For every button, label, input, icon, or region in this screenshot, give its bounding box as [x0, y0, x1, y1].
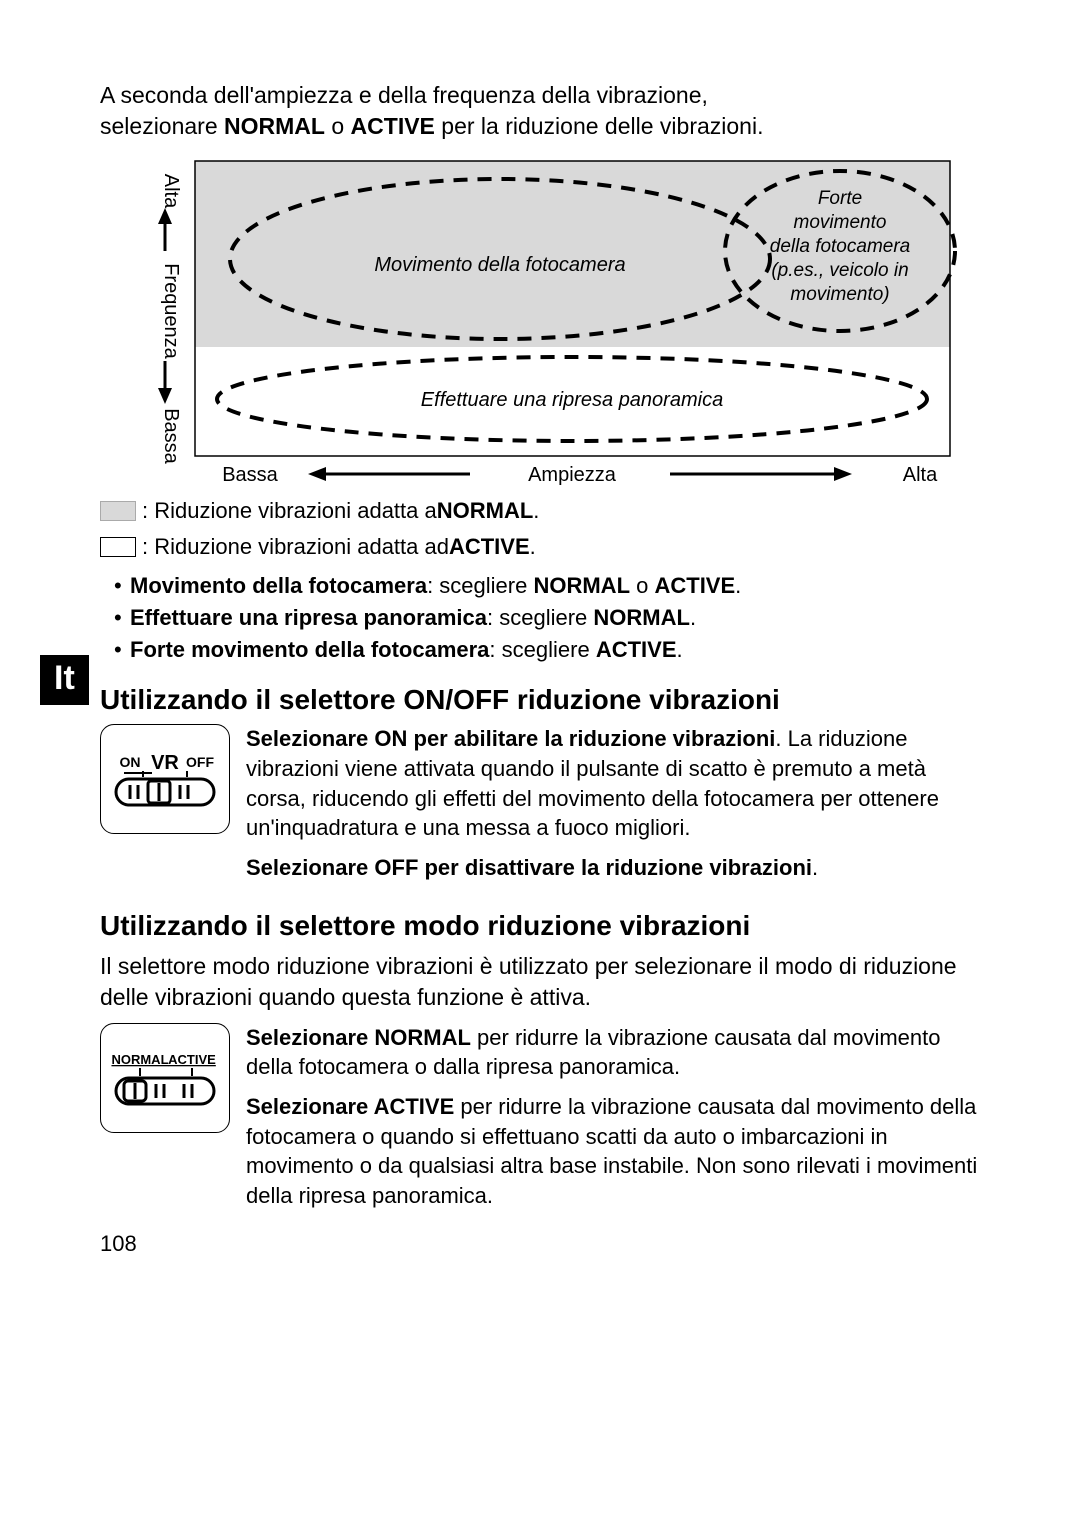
onoff-p2-bold: Selezionare OFF per disattivare la riduz…: [246, 855, 812, 880]
b2-v: NORMAL: [593, 605, 690, 630]
b2-rest: : scegliere: [487, 605, 593, 630]
intro-line1: A seconda dell'ampiezza e della frequenz…: [100, 82, 708, 108]
intro-line2-pre: selezionare: [100, 113, 224, 139]
intro-paragraph: A seconda dell'ampiezza e della frequenz…: [100, 80, 980, 142]
b3-bold: Forte movimento della fotocamera: [130, 637, 489, 662]
mode-p2: Selezionare ACTIVE per ridurre la vibraz…: [246, 1092, 980, 1211]
switch-on-label: ON: [120, 754, 141, 770]
legend-gray-bold: NORMAL: [437, 496, 534, 526]
legend-gray: : Riduzione vibrazioni adatta a NORMAL.: [100, 496, 980, 526]
mode-p2-bold: Selezionare ACTIVE: [246, 1094, 454, 1119]
legend-gray-text: : Riduzione vibrazioni adatta a: [142, 496, 437, 526]
b2-bold: Effettuare una ripresa panoramica: [130, 605, 487, 630]
vibration-chart: Movimento della fotocamera Forte movimen…: [140, 156, 960, 486]
chart-bubble-strong-l5: movimento): [790, 284, 889, 305]
chart-y-mid: Frequenza: [160, 263, 182, 359]
chart-x-mid: Ampiezza: [528, 464, 617, 486]
b3-rest: : scegliere: [489, 637, 595, 662]
onoff-p2: Selezionare OFF per disattivare la riduz…: [246, 853, 980, 883]
mode-switch-diagram: NORMAL ACTIVE: [100, 1023, 230, 1133]
switch-vr-label: VR: [151, 752, 179, 774]
chart-bubble-strong-l3: della fotocamera: [770, 236, 910, 257]
intro-normal: NORMAL: [224, 113, 325, 139]
legend-outline-text: : Riduzione vibrazioni adatta ad: [142, 532, 449, 562]
chart-x-left: Bassa: [222, 464, 278, 486]
chart-y-bot: Bassa: [160, 408, 182, 464]
b1-bold: Movimento della fotocamera: [130, 573, 427, 598]
b3-v: ACTIVE: [596, 637, 677, 662]
mode-intro: Il selettore modo riduzione vibrazioni è…: [100, 951, 980, 1013]
b1-n: NORMAL: [533, 573, 630, 598]
chart-bubble-strong-l2: movimento: [794, 212, 887, 233]
onoff-p1: Selezionare ON per abilitare la riduzion…: [246, 724, 980, 843]
mode-p1: Selezionare NORMAL per ridurre la vibraz…: [246, 1023, 980, 1082]
onoff-p2-rest: .: [812, 855, 818, 880]
bullet-strong: Forte movimento della fotocamera: scegli…: [114, 635, 980, 665]
switch-off-label: OFF: [186, 754, 214, 770]
chart-bubble-strong-l1: Forte: [818, 188, 862, 209]
b1-a: ACTIVE: [654, 573, 735, 598]
chart-x-right: Alta: [903, 464, 938, 486]
switch-normal-label: NORMAL: [111, 1052, 168, 1067]
b1-rest: : scegliere: [427, 573, 533, 598]
language-tab: It: [40, 655, 89, 705]
mode-p1-bold: Selezionare NORMAL: [246, 1025, 471, 1050]
chart-bubble-strong-l4: (p.es., veicolo in: [771, 260, 908, 281]
bullet-pan: Effettuare una ripresa panoramica: scegl…: [114, 603, 980, 633]
switch-active-label: ACTIVE: [168, 1052, 216, 1067]
chart-y-top: Alta: [160, 174, 182, 209]
vr-switch-diagram: ON VR OFF: [100, 724, 230, 834]
page-number: 108: [100, 1229, 137, 1259]
chart-bubble-pan: Effettuare una ripresa panoramica: [421, 389, 723, 411]
onoff-p1-bold: Selezionare ON per abilitare la riduzion…: [246, 726, 775, 751]
section-title-mode: Utilizzando il selettore modo riduzione …: [100, 907, 980, 945]
legend-gray-swatch: [100, 501, 136, 521]
legend-outline-swatch: [100, 537, 136, 557]
legend-outline: : Riduzione vibrazioni adatta ad ACTIVE.: [100, 532, 980, 562]
bullet-camera-shake: Movimento della fotocamera: scegliere NO…: [114, 571, 980, 601]
legend-outline-bold: ACTIVE: [449, 532, 530, 562]
b1-or: o: [630, 573, 654, 598]
chart-bubble-camera-shake: Movimento della fotocamera: [374, 254, 625, 276]
intro-active: ACTIVE: [351, 113, 435, 139]
section-title-onoff: Utilizzando il selettore ON/OFF riduzion…: [100, 681, 980, 719]
intro-line2-post: per la riduzione delle vibrazioni.: [435, 113, 764, 139]
intro-or: o: [325, 113, 351, 139]
recommendation-bullets: Movimento della fotocamera: scegliere NO…: [114, 571, 980, 664]
